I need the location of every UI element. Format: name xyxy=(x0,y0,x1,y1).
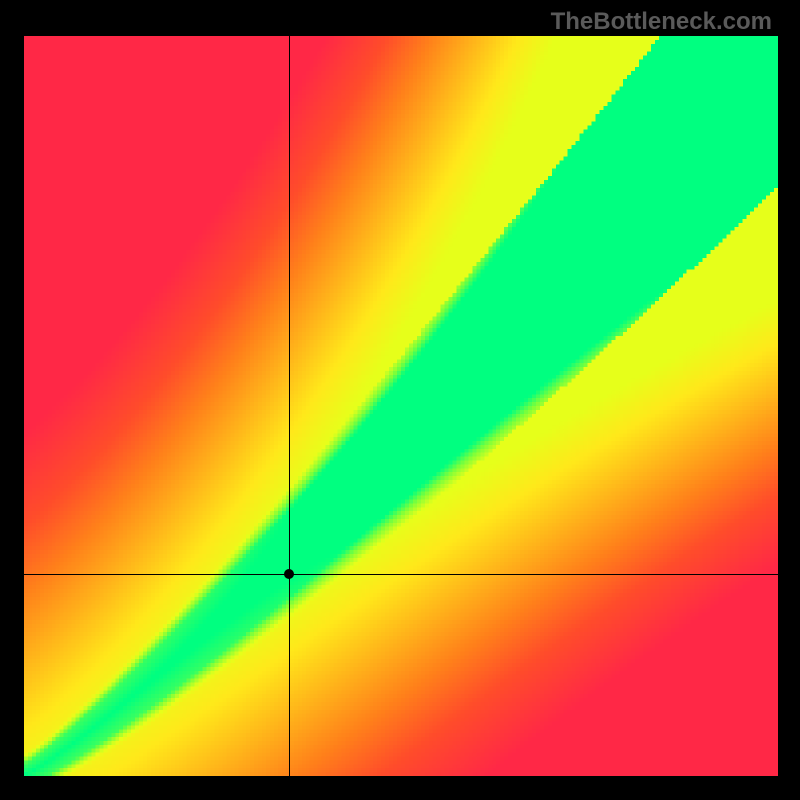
crosshair-vertical xyxy=(289,36,290,776)
crosshair-horizontal xyxy=(24,574,778,575)
heatmap-canvas xyxy=(24,36,778,776)
watermark-text: TheBottleneck.com xyxy=(551,8,772,36)
crosshair-marker xyxy=(284,569,294,579)
heatmap-plot xyxy=(24,36,778,776)
